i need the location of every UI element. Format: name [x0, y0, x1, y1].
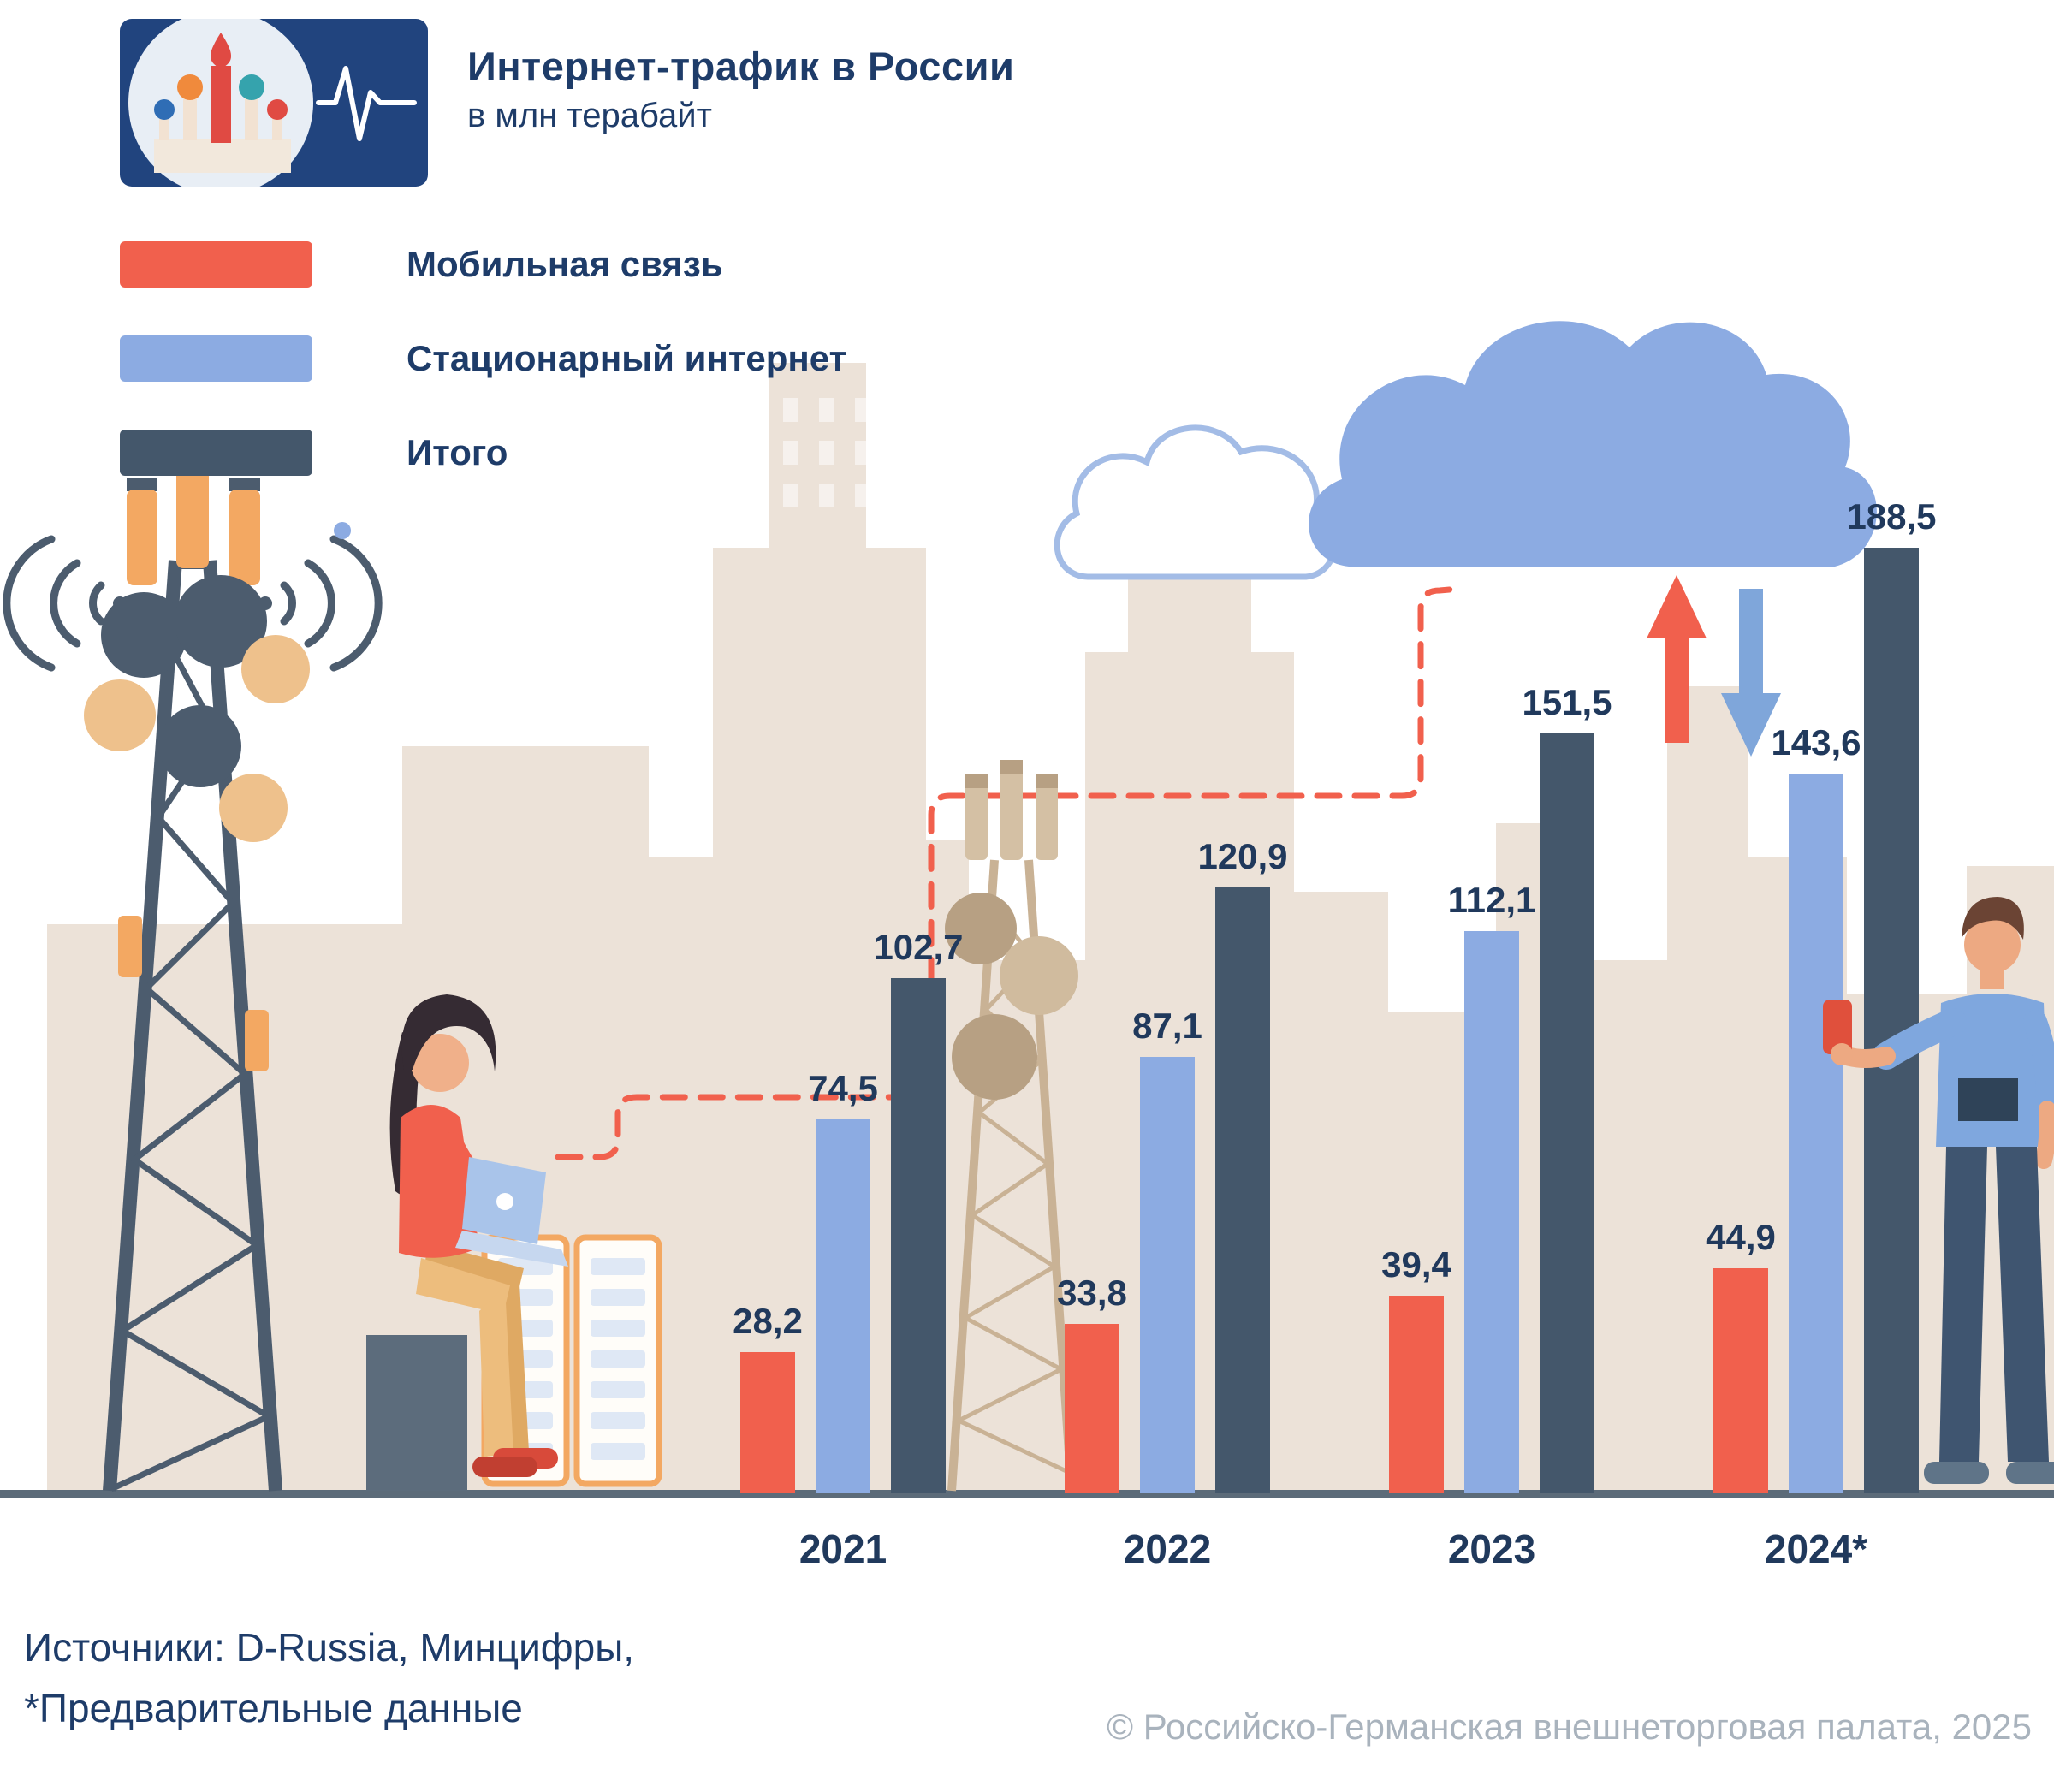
legend-item-fixed: Стационарный интернет	[120, 335, 846, 382]
legend-swatch-total	[120, 430, 312, 476]
bar-total-2021	[891, 978, 946, 1493]
signal-waves-left-icon	[3, 535, 105, 672]
year-label-2021: 2021	[798, 1527, 887, 1571]
bar-value-label-fixed-2022: 87,1	[1132, 1006, 1202, 1046]
bar-fixed-2024*	[1789, 774, 1843, 1493]
header: Интернет-трафик в России в млн терабайт	[120, 19, 1014, 187]
legend-swatch-mobile	[120, 241, 312, 288]
data-flow-dashed-line-icon	[555, 585, 1463, 1160]
bar-value-label-mobile-2024*: 44,9	[1706, 1217, 1776, 1257]
legend: Мобильная связь Стационарный интернет Ит…	[120, 241, 846, 524]
logo	[120, 19, 428, 187]
sources-line: Источники: D-Russia, Минцифры,	[24, 1625, 635, 1670]
preliminary-note: *Предварительные данные	[24, 1686, 523, 1731]
bar-value-label-mobile-2021: 28,2	[733, 1301, 803, 1341]
legend-item-mobile: Мобильная связь	[120, 241, 846, 288]
cathedral-icon	[154, 33, 291, 173]
page-subtitle: в млн терабайт	[467, 97, 712, 134]
bar-value-label-mobile-2022: 33,8	[1057, 1273, 1127, 1313]
legend-swatch-fixed	[120, 335, 312, 382]
bar-mobile-2021	[740, 1352, 795, 1493]
bar-mobile-2024*	[1713, 1268, 1768, 1493]
bar-value-label-fixed-2023: 112,1	[1447, 880, 1536, 920]
upload-arrow-icon	[1647, 575, 1707, 743]
bar-total-2023	[1540, 733, 1594, 1493]
bar-total-2022	[1215, 887, 1270, 1493]
bar-fixed-2022	[1140, 1057, 1195, 1493]
signal-waves-right-icon	[280, 535, 383, 672]
year-label-2022: 2022	[1123, 1527, 1212, 1571]
ground-line	[0, 1490, 2054, 1498]
copyright: © Российско-Германская внешнеторговая па…	[1107, 1706, 2032, 1747]
legend-label-fixed: Стационарный интернет	[407, 338, 847, 378]
footer-sources: Источники: D-Russia, Минцифры, *Предвари…	[24, 1617, 634, 1740]
bar-value-label-total-2023: 151,5	[1522, 682, 1612, 722]
bar-value-label-total-2021: 102,7	[873, 927, 964, 967]
woman-with-laptop-icon	[366, 994, 568, 1491]
bar-fixed-2021	[816, 1119, 870, 1493]
bar-value-label-mobile-2023: 39,4	[1381, 1244, 1451, 1285]
cell-tower-icon	[3, 450, 383, 1492]
bar-value-label-total-2022: 120,9	[1197, 836, 1288, 876]
pulse-line-icon	[316, 66, 417, 141]
year-label-2024*: 2024*	[1764, 1527, 1868, 1571]
bar-mobile-2022	[1065, 1324, 1119, 1493]
page-title: Интернет-трафик в России	[467, 44, 1015, 89]
bar-value-label-fixed-2021: 74,5	[808, 1068, 878, 1108]
bar-fixed-2023	[1464, 931, 1519, 1493]
small-cell-tower-icon	[945, 760, 1078, 1492]
bar-total-2024*	[1864, 548, 1919, 1493]
bar-value-label-total-2024*: 188,5	[1846, 496, 1937, 537]
legend-label-mobile: Мобильная связь	[407, 244, 723, 284]
cloud-icon	[1309, 321, 1877, 567]
year-label-2023: 2023	[1447, 1527, 1536, 1571]
bar-mobile-2023	[1389, 1296, 1444, 1493]
logo-icon	[120, 19, 428, 187]
download-arrow-icon	[1721, 589, 1781, 757]
bar-value-label-fixed-2024*: 143,6	[1771, 722, 1861, 762]
legend-label-total: Итого	[407, 432, 508, 472]
legend-item-total: Итого	[120, 430, 846, 476]
